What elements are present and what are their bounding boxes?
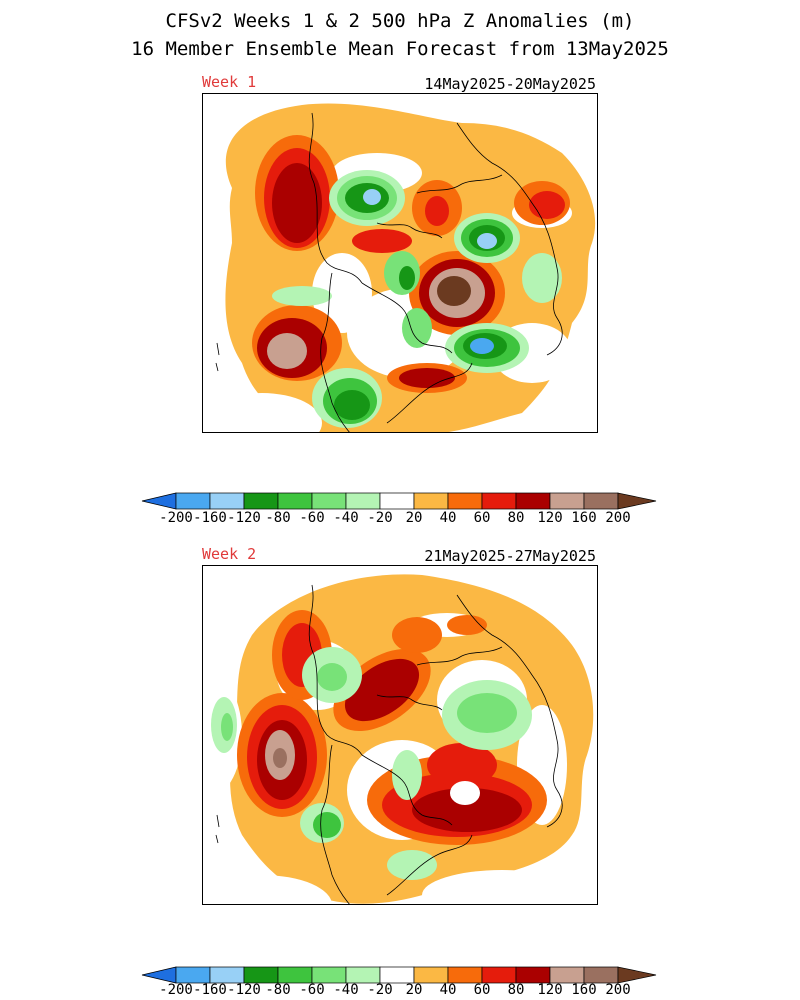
- week2-date-range: 21May2025-27May2025: [424, 547, 596, 565]
- tick-label: -40: [333, 982, 359, 998]
- tick-label: -80: [265, 982, 291, 998]
- chart-title: CFSv2 Weeks 1 & 2 500 hPa Z Anomalies (m…: [165, 10, 635, 32]
- tick-label: 20: [405, 982, 423, 998]
- week1-label: Week 1: [202, 73, 257, 91]
- week2-colorbar: [141, 966, 657, 984]
- tick-label: -200: [159, 982, 193, 998]
- tick-label: -20: [367, 510, 393, 526]
- tick-label: 200: [605, 510, 631, 526]
- week2-coastlines: [215, 584, 563, 905]
- tick-label: -40: [333, 510, 359, 526]
- week1-colorbar: [141, 492, 657, 510]
- tick-label: 160: [571, 510, 597, 526]
- tick-label: 60: [473, 510, 491, 526]
- tick-label: -160: [193, 982, 227, 998]
- tick-label: -120: [227, 982, 261, 998]
- week1-colorbar-ticks: -200 -160 -120 -80 -60 -40 -20 20 40 60 …: [0, 510, 800, 528]
- tick-label: 200: [605, 982, 631, 998]
- tick-label: -60: [299, 510, 325, 526]
- tick-label: 60: [473, 982, 491, 998]
- tick-label: -80: [265, 510, 291, 526]
- week1-date-range: 14May2025-20May2025: [424, 75, 596, 93]
- week1-coastlines: [215, 112, 563, 433]
- tick-label: 80: [507, 510, 525, 526]
- tick-label: 120: [537, 982, 563, 998]
- tick-label: -160: [193, 510, 227, 526]
- tick-label: 160: [571, 982, 597, 998]
- week1-anomaly-map: [202, 93, 598, 433]
- week2-colorbar-ticks: -200 -160 -120 -80 -60 -40 -20 20 40 60 …: [0, 982, 800, 1000]
- tick-label: 40: [439, 982, 457, 998]
- tick-label: -20: [367, 982, 393, 998]
- tick-label: -200: [159, 510, 193, 526]
- tick-label: -120: [227, 510, 261, 526]
- tick-label: 80: [507, 982, 525, 998]
- chart-subtitle: 16 Member Ensemble Mean Forecast from 13…: [131, 38, 669, 60]
- tick-label: -60: [299, 982, 325, 998]
- week2-negative-anomalies: [211, 647, 532, 880]
- tick-label: 40: [439, 510, 457, 526]
- week2-label: Week 2: [202, 545, 257, 563]
- week1-positive-anomalies: [252, 135, 570, 393]
- week1-negative-anomalies: [272, 170, 562, 428]
- tick-label: 120: [537, 510, 563, 526]
- week2-anomaly-map: [202, 565, 598, 905]
- tick-label: 20: [405, 510, 423, 526]
